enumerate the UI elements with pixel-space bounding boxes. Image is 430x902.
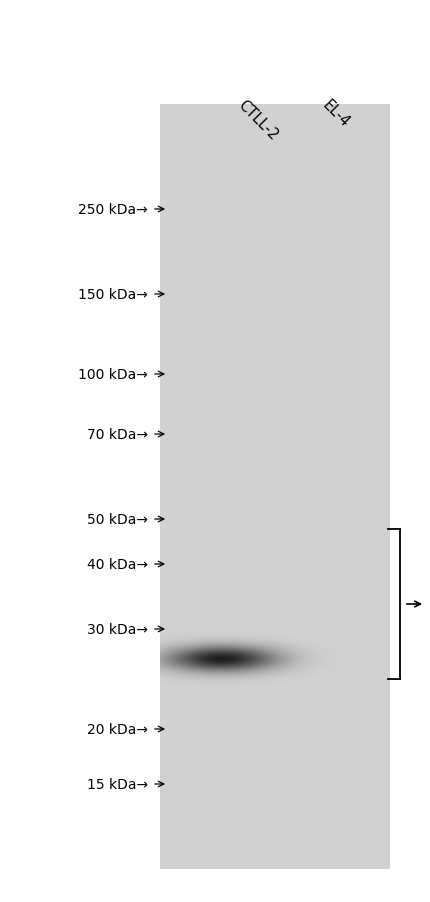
Text: 15 kDa→: 15 kDa→ (87, 778, 148, 791)
Text: 70 kDa→: 70 kDa→ (87, 428, 148, 441)
Bar (160, 105, 390, 869)
Text: 30 kDa→: 30 kDa→ (87, 622, 148, 636)
Text: 150 kDa→: 150 kDa→ (78, 288, 148, 301)
Text: 250 kDa→: 250 kDa→ (78, 203, 148, 216)
Text: 50 kDa→: 50 kDa→ (87, 512, 148, 527)
Text: EL-4: EL-4 (320, 97, 353, 130)
Text: 40 kDa→: 40 kDa→ (87, 557, 148, 571)
Text: 20 kDa→: 20 kDa→ (87, 723, 148, 736)
Text: CTLL-2: CTLL-2 (235, 97, 281, 143)
Text: www.ptglab.com: www.ptglab.com (268, 438, 282, 536)
Text: 100 kDa→: 100 kDa→ (78, 368, 148, 382)
